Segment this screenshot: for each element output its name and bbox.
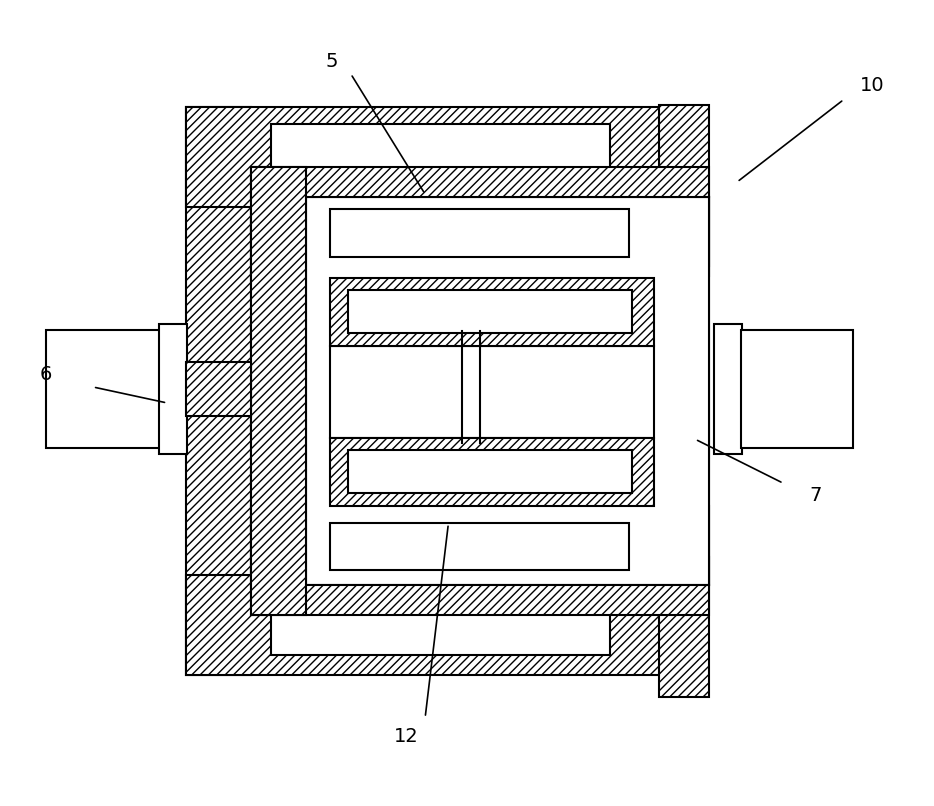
Bar <box>250 197 709 276</box>
Bar <box>331 347 655 438</box>
Bar <box>271 124 610 182</box>
Bar <box>250 167 305 615</box>
Bar <box>331 278 655 347</box>
Bar <box>186 575 694 675</box>
Bar <box>659 558 709 697</box>
Bar <box>305 197 709 585</box>
Text: 7: 7 <box>810 486 822 505</box>
Text: 5: 5 <box>326 52 338 71</box>
Bar <box>348 290 632 333</box>
Bar <box>331 438 655 505</box>
Bar <box>271 597 610 655</box>
Bar <box>659 105 709 267</box>
Text: 12: 12 <box>394 727 418 746</box>
Bar <box>186 107 250 675</box>
Text: 10: 10 <box>859 77 884 95</box>
Bar <box>186 362 250 416</box>
Bar <box>655 197 709 585</box>
Bar <box>186 107 694 206</box>
Bar <box>348 450 632 492</box>
Bar <box>250 505 709 585</box>
Bar <box>331 522 630 571</box>
Bar <box>159 324 187 454</box>
Bar <box>250 585 709 615</box>
Bar <box>250 167 709 197</box>
Bar <box>715 324 742 454</box>
Bar <box>331 209 630 256</box>
Bar <box>47 330 161 448</box>
Text: 6: 6 <box>40 365 52 384</box>
Bar <box>741 330 853 448</box>
